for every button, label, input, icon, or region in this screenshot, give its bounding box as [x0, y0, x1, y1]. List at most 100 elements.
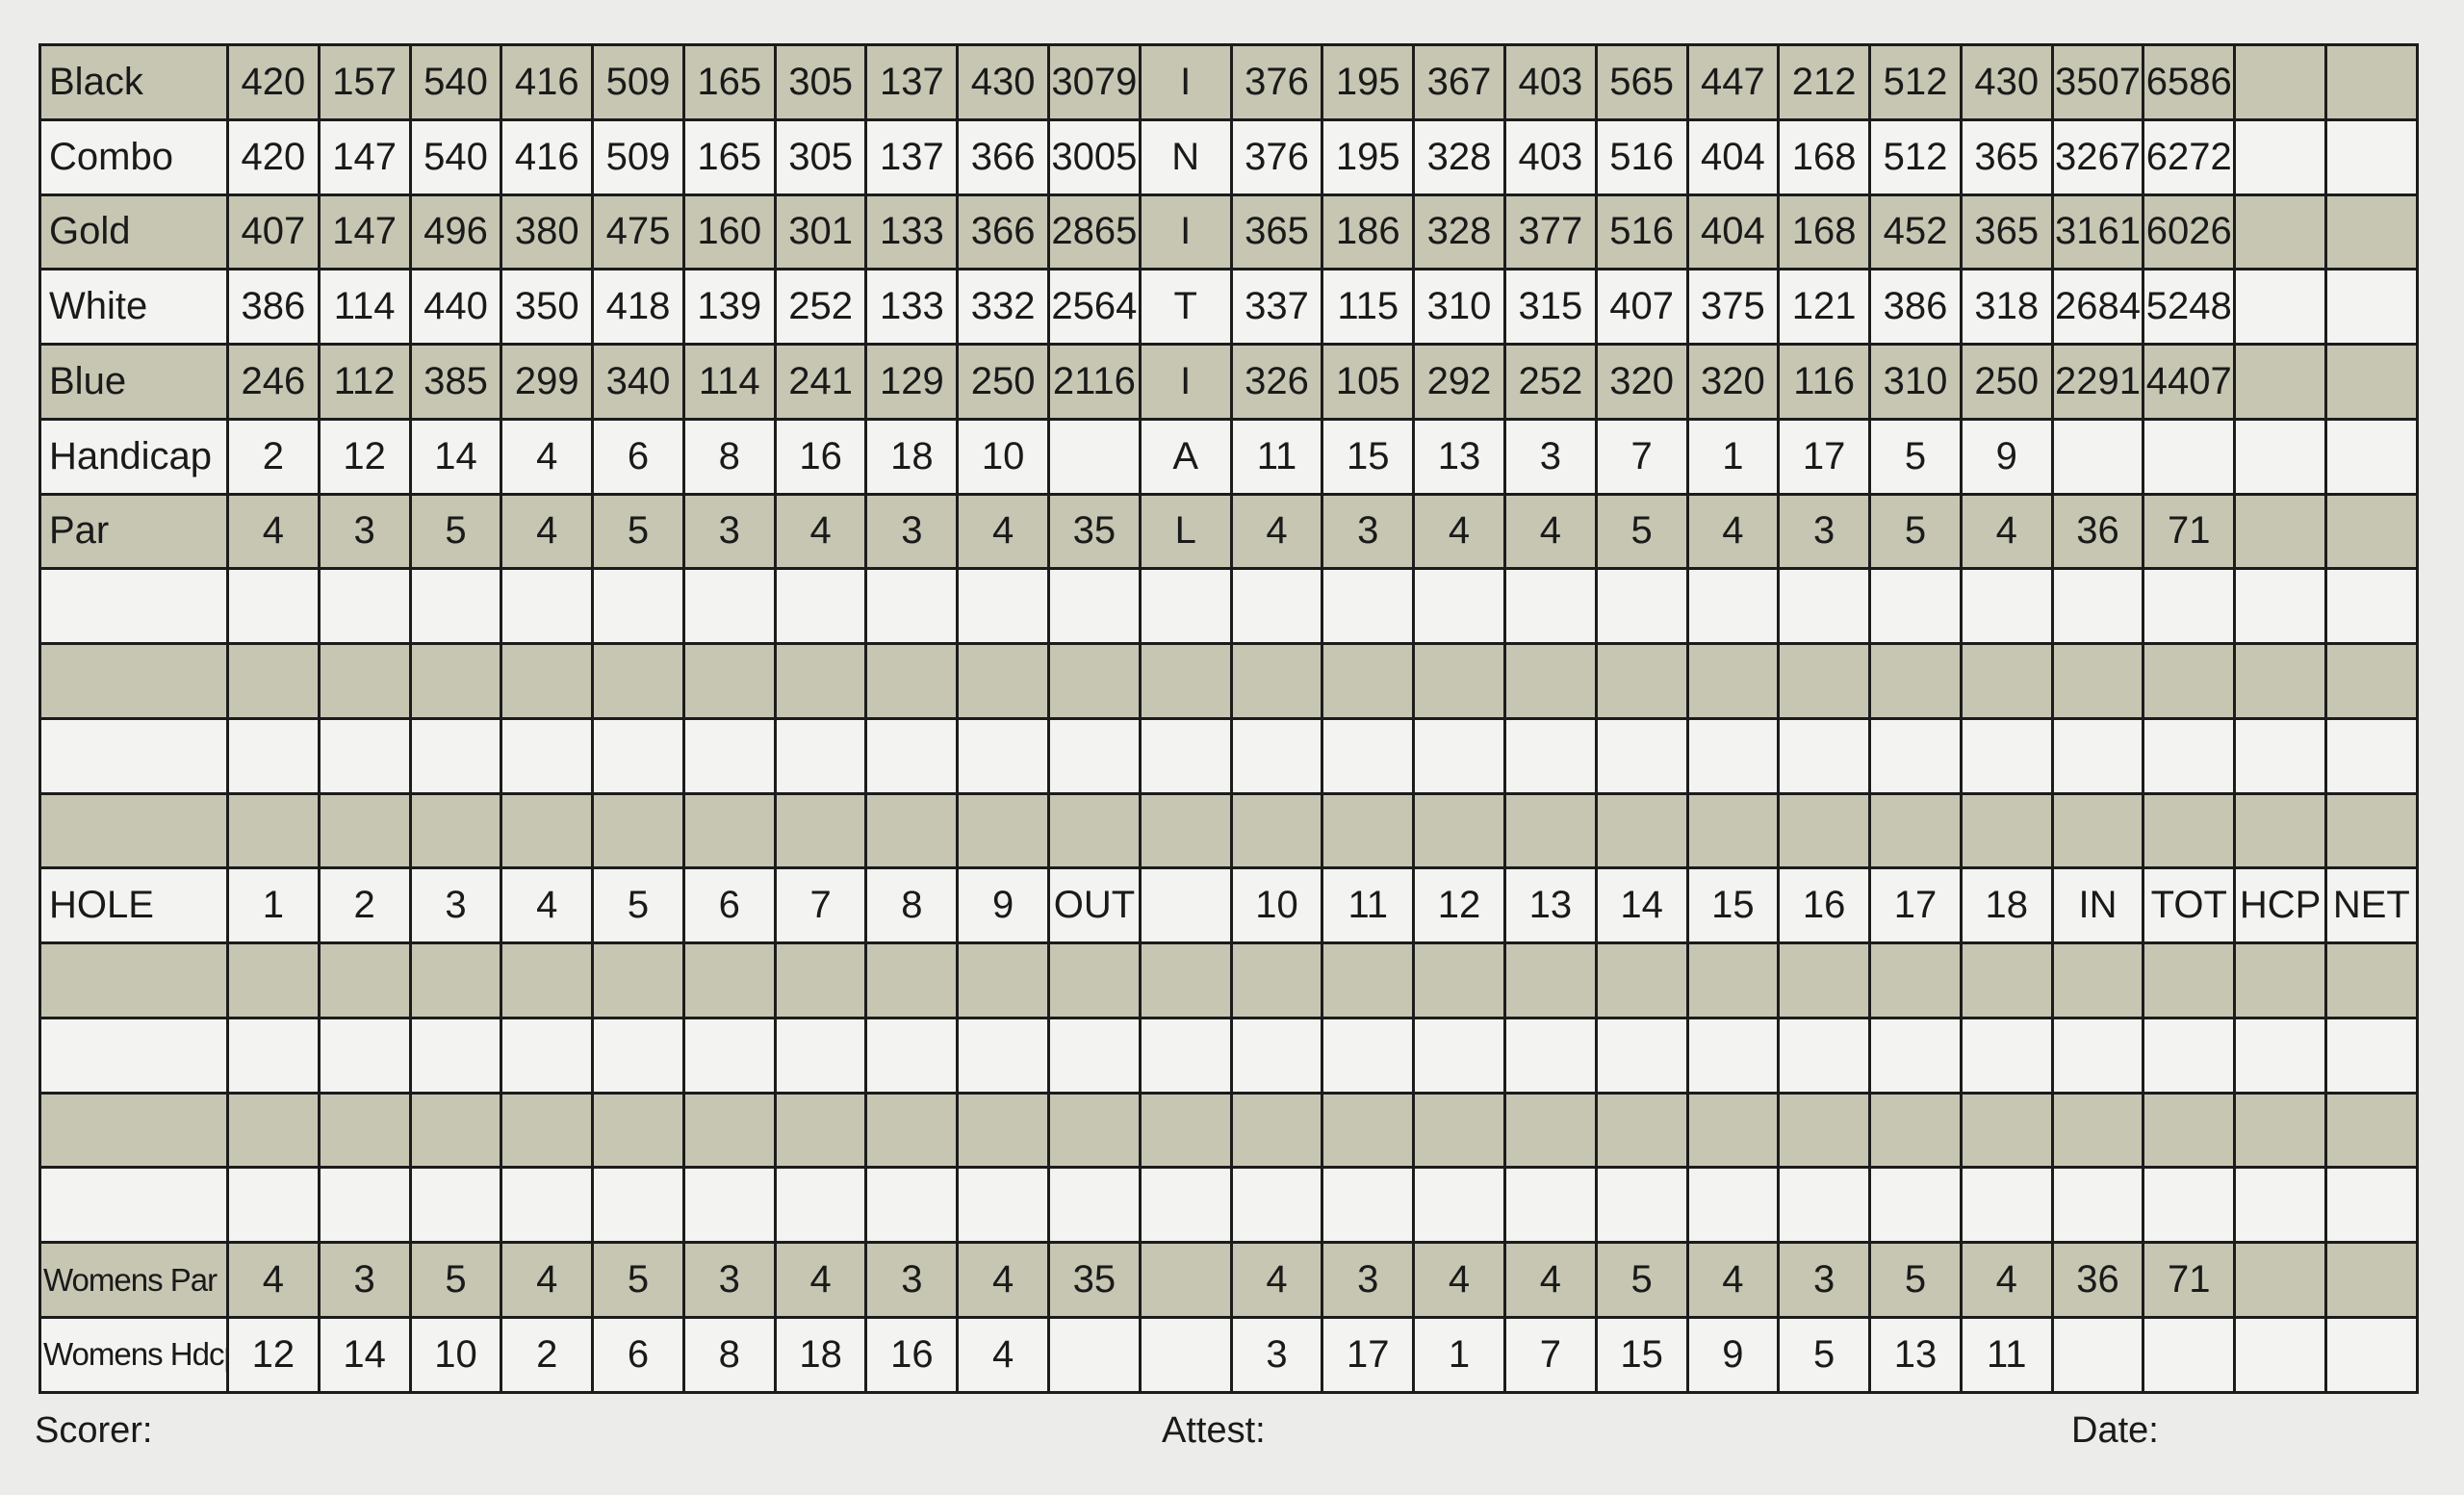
score-cell [1229, 1091, 1324, 1170]
score-cell [2323, 1241, 2419, 1320]
score-cell: A [1138, 417, 1233, 496]
score-cell: 367 [1412, 43, 1506, 121]
score-cell: 377 [1502, 193, 1598, 271]
score-cell: 195 [1321, 43, 1416, 121]
score-cell [864, 791, 960, 870]
row-label: HOLE [38, 866, 229, 945]
score-cell: 496 [408, 193, 503, 271]
score-cell: 4 [1959, 492, 2054, 571]
score-cell: T [1138, 268, 1233, 347]
score-cell: 15 [1321, 417, 1416, 496]
score-cell [1138, 716, 1233, 795]
score-cell [1412, 1091, 1506, 1170]
score-cell: 332 [956, 268, 1051, 347]
score-row [38, 642, 2419, 720]
score-cell: 452 [1868, 193, 1963, 271]
score-cell [1777, 791, 1872, 870]
score-cell: 328 [1412, 193, 1506, 271]
score-cell [2142, 567, 2237, 646]
score-cell [2323, 567, 2419, 646]
score-cell: 246 [226, 343, 321, 421]
score-cell: 121 [1777, 268, 1872, 347]
score-cell: 301 [773, 193, 868, 271]
score-cell: 407 [1594, 268, 1689, 347]
score-cell [1412, 1016, 1506, 1095]
score-cell: 13 [1868, 1316, 1963, 1394]
score-cell [317, 642, 412, 720]
score-cell [1229, 1016, 1324, 1095]
score-cell: 365 [1959, 117, 2054, 196]
score-cell [500, 716, 595, 795]
score-cell: 114 [681, 343, 777, 421]
score-cell: 4 [956, 1241, 1051, 1320]
score-cell [2323, 1016, 2419, 1095]
score-row [38, 941, 2419, 1019]
score-cell: 540 [408, 117, 503, 196]
score-cell: 310 [1868, 343, 1963, 421]
score-cell: 416 [500, 43, 595, 121]
score-cell: 407 [226, 193, 321, 271]
score-cell: 8 [864, 866, 960, 945]
score-row: Blue 246 112 385 299 340 114 241 129 250 2116 I 326 1… [38, 343, 2419, 421]
score-cell: 16 [1777, 866, 1872, 945]
score-cell [226, 716, 321, 795]
score-cell: L [1138, 492, 1233, 571]
score-cell: 36 [2050, 1241, 2145, 1320]
score-cell: 129 [864, 343, 960, 421]
score-cell: 305 [773, 117, 868, 196]
score-cell [956, 941, 1051, 1019]
score-cell [1412, 716, 1506, 795]
score-cell: 4 [1685, 1241, 1781, 1320]
score-cell [1229, 567, 1324, 646]
score-cell: 5 [1868, 417, 1963, 496]
score-cell [2233, 193, 2327, 271]
score-cell [2050, 1091, 2145, 1170]
score-cell: 366 [956, 117, 1051, 196]
score-cell: 4 [500, 866, 595, 945]
score-cell [2233, 1016, 2327, 1095]
score-cell [2323, 941, 2419, 1019]
score-cell [956, 1016, 1051, 1095]
score-cell [500, 567, 595, 646]
score-cell: 3 [1777, 492, 1872, 571]
scorer-label: Scorer: [35, 1410, 153, 1451]
score-cell [2323, 1316, 2419, 1394]
score-cell [317, 1016, 412, 1095]
score-cell: 17 [1868, 866, 1963, 945]
score-cell [226, 1016, 321, 1095]
score-cell: 4 [956, 492, 1051, 571]
score-cell [1868, 642, 1963, 720]
score-cell [2142, 1166, 2237, 1245]
score-cell: 326 [1229, 343, 1324, 421]
score-cell: 160 [681, 193, 777, 271]
score-cell [1868, 1016, 1963, 1095]
score-cell [317, 941, 412, 1019]
score-cell [2233, 268, 2327, 347]
score-cell: 4 [1959, 1241, 2054, 1320]
score-cell [1777, 941, 1872, 1019]
score-cell [1321, 1016, 1416, 1095]
score-cell: 3 [317, 492, 412, 571]
score-cell: 15 [1685, 866, 1781, 945]
score-cell [2142, 716, 2237, 795]
score-cell: 157 [317, 43, 412, 121]
score-cell: 10 [408, 1316, 503, 1394]
score-cell [1685, 642, 1781, 720]
score-cell [2323, 716, 2419, 795]
score-cell [226, 567, 321, 646]
score-cell: 3005 [1047, 117, 1142, 196]
score-cell: 6 [681, 866, 777, 945]
score-cell [2050, 417, 2145, 496]
score-cell: OUT [1047, 866, 1142, 945]
score-row: Par 4 3 5 4 5 3 4 3 4 35 L 4 3 4 4 5 4 3 5 4 36 71 [38, 492, 2419, 571]
score-cell [408, 941, 503, 1019]
score-cell: 9 [1685, 1316, 1781, 1394]
score-cell: 4 [1229, 492, 1324, 571]
score-cell [1138, 1166, 1233, 1245]
score-row [38, 1016, 2419, 1095]
score-cell [2323, 193, 2419, 271]
score-cell: 114 [317, 268, 412, 347]
score-cell [1412, 1166, 1506, 1245]
score-cell: 366 [956, 193, 1051, 271]
score-cell: 10 [956, 417, 1051, 496]
